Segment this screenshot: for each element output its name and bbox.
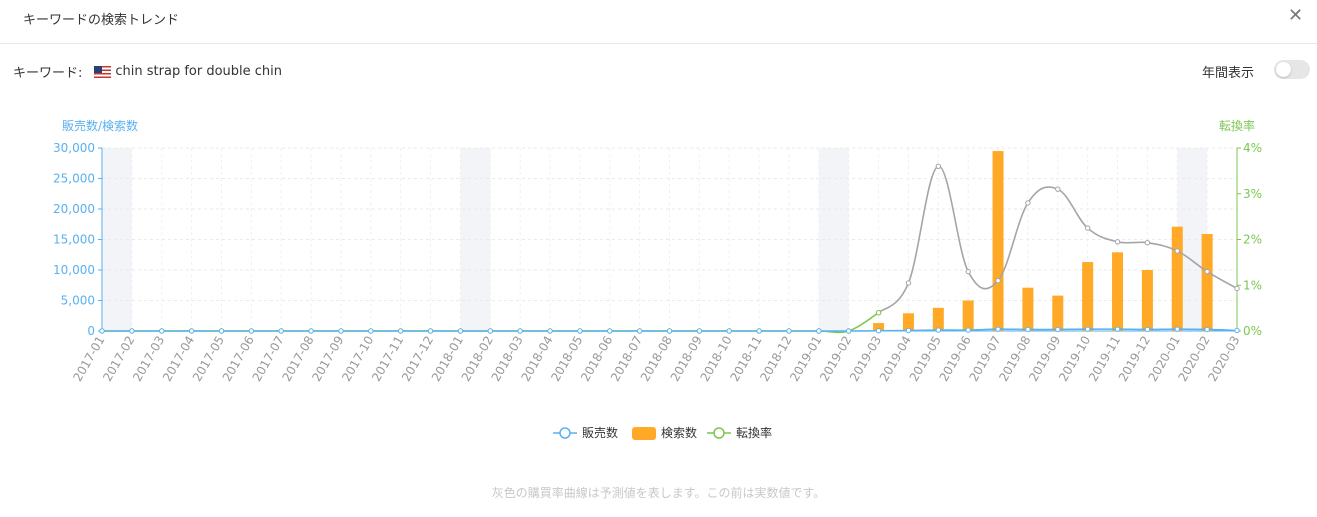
sales-line-point [1084,326,1091,332]
sales-line-point [129,328,135,334]
left-tick-label: 0 [87,324,95,338]
us-flag-icon [94,65,112,78]
left-tick-label: 10,000 [53,263,95,277]
forecast-conversion-line-point [1025,200,1031,206]
dialog-header: キーワードの検索トレンド ✕ [0,0,1317,44]
sales-line-point [1144,326,1151,333]
search-bar [932,307,944,331]
left-tick-label: 15,000 [53,233,95,247]
forecast-conversion-line-point [1144,240,1151,246]
sales-line-point [397,328,404,334]
sales-line-point [577,328,583,334]
search-bar [1022,287,1034,331]
dialog-title: キーワードの検索トレンド [23,13,180,28]
right-tick-label: 4% [1243,141,1262,155]
search-bar [902,313,914,331]
sales-line-point [1114,326,1121,332]
forecast-conversion-line [878,165,1238,314]
left-tick-label: 20,000 [53,202,95,216]
search-bar [1171,226,1183,331]
forecast-conversion-line-point [1055,186,1061,192]
sales-line-point [666,328,673,334]
sales-line-point [607,328,613,334]
sales-line-point [935,327,942,333]
search-bar [1201,234,1213,331]
legend-swatch-search [632,427,656,440]
left-tick-label: 25,000 [53,172,95,186]
search-bar [873,323,885,331]
keyword-label: キーワード: [13,66,83,81]
forecast-conversion-line-point [1084,225,1091,231]
right-tick-label: 3% [1243,187,1262,201]
legend-label: 検索数 [661,425,697,440]
sales-line-point [368,328,374,334]
search-bar [962,300,974,331]
right-axis-title: 転換率 [1219,118,1255,133]
sales-line-point [487,328,493,334]
sales-line-point [308,328,314,334]
trend-chart: 0 5,000 10,000 15,000 20,000 25,000 30,000 0% 1%… [53,118,1262,440]
legend-label: 販売数 [582,425,618,440]
sales-line-point [905,327,912,334]
forecast-conversion-line-point [1204,268,1210,275]
forecast-conversion-line-point [995,277,1001,284]
sales-line-point [726,328,732,334]
search-bar [1112,252,1124,331]
sales-line-point [636,328,643,334]
forecast-note: 灰色の購買率曲線は予測値を表します。この前は実数値です。 [491,486,826,500]
left-tick-label: 5,000 [61,294,95,308]
sales-line-point [756,328,762,334]
left-tick-label: 30,000 [53,141,95,155]
sales-line-point [1204,326,1210,333]
search-bar [1052,295,1064,331]
sales-line-point [517,328,523,334]
sales-line-point [816,328,822,334]
sales-line-point [457,328,464,334]
right-tick-label: 2% [1243,233,1262,247]
sales-line-point [248,328,255,334]
right-tick-label: 0% [1243,324,1262,338]
legend-label: 転換率 [736,425,772,440]
sales-line-point [875,328,882,334]
sales-line-point [547,328,553,334]
sales-line-point [427,328,434,334]
forecast-conversion-line-point [935,163,942,170]
sales-line-point [159,328,165,334]
forecast-conversion-line-point [1234,285,1240,292]
forecast-conversion-line-point [1114,239,1121,245]
yearly-view-label: 年間表示 [1202,66,1255,81]
close-icon[interactable]: ✕ [1288,5,1304,26]
sales-line-point [1174,326,1180,332]
keyword-row: キーワード: chin strap for double chin [13,62,282,81]
sales-line-point [995,326,1001,332]
conversion-line-point [875,310,882,316]
toggle-knob [1276,62,1291,77]
forecast-conversion-line-point [905,280,912,286]
sales-line-point [1025,326,1031,333]
sales-line-point [1234,327,1240,334]
sales-line-point [696,328,703,334]
right-tick-label: 1% [1243,278,1262,292]
sales-line-point [786,328,792,334]
legend-swatch-circle [713,427,725,439]
search-bar [992,151,1004,331]
sales-line-point [278,328,284,334]
sales-line-point [1055,326,1061,333]
legend-swatch-circle [559,427,571,439]
sales-line-point [338,328,344,334]
sales-line-point [965,327,971,333]
sales-line-point [188,328,195,334]
yearly-view-toggle[interactable] [1274,60,1310,79]
forecast-conversion-line-point [965,268,971,275]
search-bar [1141,270,1153,331]
search-bar [1082,262,1094,331]
left-axis-title: 販売数/検索数 [62,118,138,133]
sales-line-point [99,328,105,334]
keyword-value: chin strap for double chin [115,64,283,79]
sales-line-point [846,328,852,334]
sales-line-point [218,328,225,334]
forecast-conversion-line-point [1174,248,1180,254]
